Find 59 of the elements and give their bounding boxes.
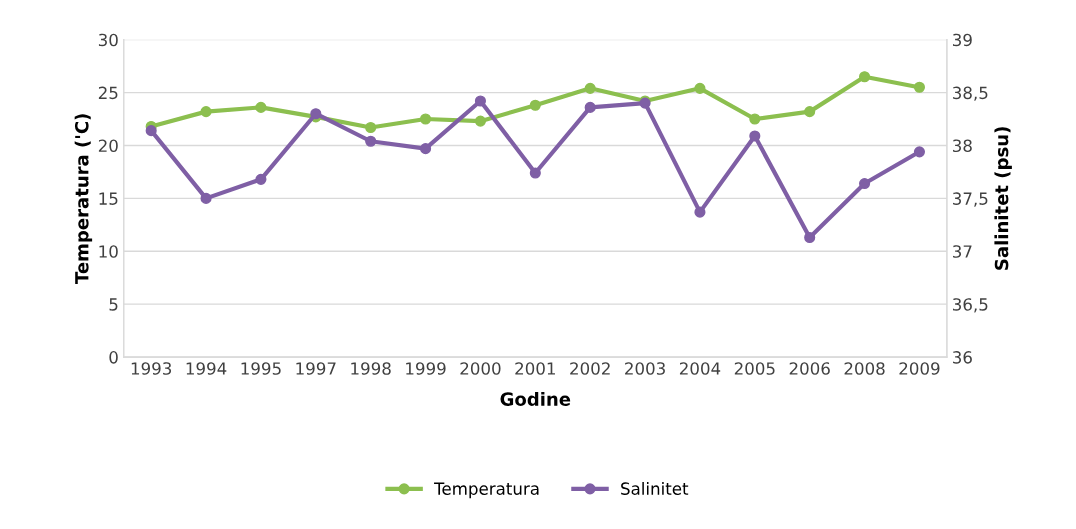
point (584, 82, 596, 94)
point (913, 81, 925, 93)
point (694, 206, 706, 218)
y2-axis-title: Salinitet (psu) (994, 127, 1012, 270)
x-tick-label: 2002 (570, 362, 610, 375)
x-axis-title: Godine (500, 391, 571, 406)
point (749, 113, 761, 125)
point (200, 192, 212, 204)
x-tick-label: 2000 (460, 362, 501, 375)
point (474, 95, 486, 107)
x-tick-label: 1995 (241, 362, 281, 375)
x-tick-label: 2003 (625, 362, 665, 375)
point (200, 106, 212, 118)
point (529, 167, 541, 179)
point (584, 101, 596, 113)
x-tick-label: 2009 (899, 362, 940, 375)
point (913, 146, 925, 158)
legend-label: Salinitet (621, 482, 689, 495)
y-tick-label: 0 (109, 351, 118, 364)
point (529, 99, 541, 111)
x-tick-label: 2005 (734, 362, 775, 375)
point (859, 71, 871, 83)
x-tick-label: 2006 (789, 362, 830, 375)
point (420, 113, 432, 125)
point (804, 231, 816, 244)
y-axis-title: Temperatura ('C) (74, 114, 93, 284)
x-tick-label: 1998 (351, 362, 391, 375)
y-tick-label: 25 (98, 86, 118, 100)
y-tick-label: 15 (99, 192, 118, 205)
x-tick-label: 1999 (406, 362, 446, 375)
point (694, 82, 706, 94)
x-tick-label: 2008 (844, 362, 885, 375)
point (420, 143, 432, 155)
y-tick-label: 30 (98, 33, 118, 47)
x-tick-label: 1994 (186, 362, 227, 375)
point (365, 135, 377, 147)
y2-tick-label: 38,5 (953, 86, 988, 101)
y-tick-label: 20 (98, 139, 118, 153)
legend-label: Temperatura (434, 482, 539, 499)
y2-tick-label: 37,5 (953, 192, 988, 207)
point (749, 130, 761, 142)
point (365, 121, 377, 134)
point (804, 106, 816, 118)
y2-tick-label: 39 (953, 33, 972, 47)
y2-tick-label: 37 (953, 245, 972, 258)
x-tick-label: 1993 (131, 362, 172, 375)
y-tick-label: 10 (99, 245, 118, 258)
y2-tick-label: 36 (953, 351, 972, 364)
y2-tick-label: 38 (953, 139, 972, 153)
y2-tick-label: 36,5 (953, 298, 988, 313)
point (859, 178, 871, 190)
point (255, 101, 267, 113)
point (255, 173, 267, 185)
point (474, 115, 486, 127)
x-tick-label: 2004 (679, 362, 721, 375)
point (145, 125, 157, 137)
x-tick-label: 2001 (515, 362, 555, 375)
y-tick-label: 5 (109, 298, 118, 311)
x-tick-label: 1997 (296, 362, 336, 375)
